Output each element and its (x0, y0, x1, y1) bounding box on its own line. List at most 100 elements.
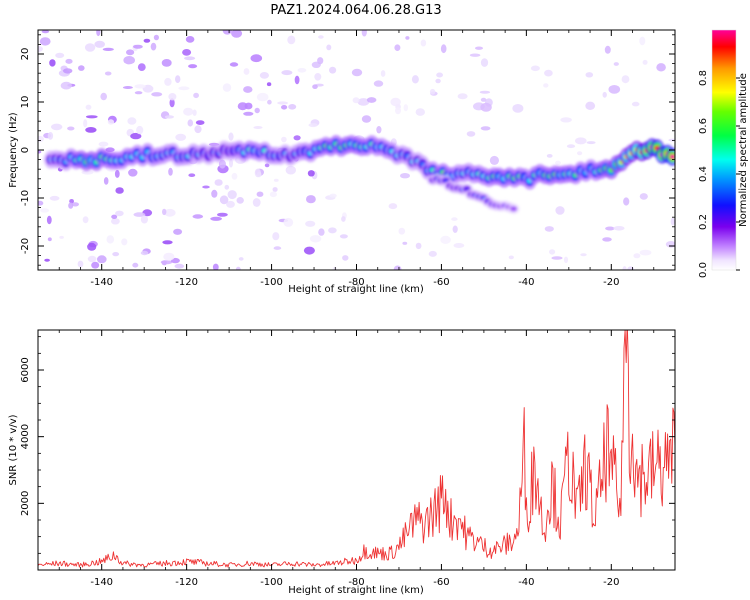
noise-blob (639, 193, 648, 200)
noise-blob (51, 123, 63, 131)
x-tick-label: -20 (603, 277, 619, 288)
noise-blob (469, 53, 481, 57)
noise-blob (312, 84, 318, 89)
noise-blob (161, 59, 172, 67)
noise-blob (228, 132, 234, 141)
y-tick-label: 2000 (20, 491, 31, 516)
noise-blob (212, 263, 219, 270)
noise-blob (87, 242, 97, 251)
noise-blob (604, 45, 611, 54)
noise-blob (457, 93, 468, 100)
noise-blob (512, 104, 524, 113)
noise-blob (169, 98, 175, 108)
noise-blob (162, 240, 173, 245)
noise-blob (173, 228, 183, 235)
noise-blob (153, 34, 159, 41)
noise-blob (293, 135, 301, 141)
noise-blob (411, 75, 419, 84)
noise-blob (38, 135, 44, 143)
noise-blob (297, 68, 307, 73)
noise-blob (602, 237, 612, 242)
noise-blob (480, 58, 489, 67)
noise-blob (102, 47, 114, 52)
noise-blob (44, 258, 50, 262)
noise-blob (68, 202, 74, 209)
colorbar-tick-label: 0.0 (698, 262, 709, 278)
colorbar-gradient (712, 30, 736, 270)
noise-blob (82, 216, 89, 224)
noise-blob (136, 125, 144, 135)
noise-blob (555, 206, 565, 215)
noise-blob (151, 92, 163, 97)
noise-blob (317, 57, 324, 65)
noise-blob (656, 63, 666, 72)
noise-blob (351, 68, 363, 77)
noise-blob (665, 241, 675, 248)
noise-blob (38, 200, 44, 206)
noise-blob (254, 107, 260, 114)
noise-blob (307, 170, 315, 177)
y-tick-label: -10 (20, 190, 31, 206)
noise-blob (639, 249, 652, 256)
noise-blob (140, 215, 148, 224)
snr-background (38, 330, 675, 570)
noise-blob (47, 237, 52, 242)
noise-blob (188, 173, 196, 177)
spectrogram-ridge (43, 135, 675, 215)
x-tick-label: -20 (603, 577, 619, 588)
noise-blob (287, 35, 296, 45)
noise-blob (94, 40, 105, 48)
noise-blob (575, 137, 587, 145)
noise-blob (164, 77, 172, 86)
noise-blob (326, 44, 332, 51)
noise-blob (309, 235, 322, 243)
noise-blob (121, 238, 128, 246)
noise-blob (585, 101, 596, 111)
noise-blob (415, 242, 422, 250)
noise-blob (91, 261, 100, 269)
noise-blob (175, 133, 187, 141)
noise-blob (224, 184, 230, 190)
noise-blob (253, 126, 263, 129)
noise-blob (390, 97, 401, 107)
noise-blob (272, 232, 280, 241)
spectrogram-y-ticks: -20 -10 0 10 20 (20, 34, 675, 266)
colorbar-tick-label: 0.2 (698, 214, 709, 230)
noise-blob (303, 246, 315, 255)
noise-blob (605, 226, 615, 231)
noise-blob (69, 199, 74, 204)
noise-blob (97, 255, 107, 264)
noise-blob (188, 64, 198, 69)
noise-blob (222, 83, 232, 92)
noise-blob (38, 45, 43, 53)
noise-blob (361, 30, 367, 37)
noise-blob (639, 36, 646, 46)
noise-blob (134, 84, 146, 89)
noise-blob (436, 72, 443, 78)
noise-blob (40, 208, 50, 213)
y-tick-label: 10 (20, 96, 31, 109)
noise-blob (339, 234, 348, 239)
noise-blob (403, 104, 408, 112)
y-tick-label: 4000 (20, 424, 31, 449)
noise-blob (127, 117, 137, 125)
noise-blob (329, 66, 337, 74)
noise-blob (219, 195, 229, 205)
noise-blob (87, 255, 97, 263)
noise-blob (566, 144, 576, 149)
noise-blob (306, 195, 316, 204)
noise-blob (305, 220, 316, 227)
noise-blob (285, 165, 296, 175)
noise-blob (84, 43, 96, 52)
noise-blob (256, 191, 264, 197)
noise-blob (164, 115, 174, 119)
x-tick-label: -60 (433, 277, 449, 288)
noise-blob (402, 241, 408, 245)
noise-blob (202, 185, 210, 189)
noise-blob (549, 249, 556, 255)
noise-blob (395, 107, 401, 115)
colorbar: 0.0 0.2 0.4 0.6 0.8 Normalized spectral ampl… (698, 29, 749, 278)
noise-blob (622, 266, 627, 270)
